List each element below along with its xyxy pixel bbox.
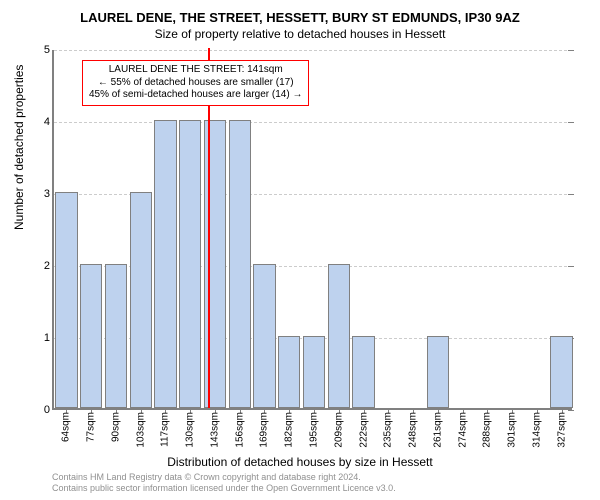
y-tick-label: 2 [32, 260, 54, 272]
x-tick-label: 222sqm [358, 408, 369, 448]
bar [80, 264, 102, 408]
y-tick-mark [568, 122, 574, 123]
bar [179, 120, 201, 408]
x-tick-label: 314sqm [531, 408, 542, 448]
x-tick-label: 77sqm [86, 408, 97, 442]
x-tick-label: 117sqm [160, 408, 171, 447]
x-tick-label: 103sqm [135, 408, 146, 448]
bar [105, 264, 127, 408]
y-axis-label: Number of detached properties [12, 65, 26, 230]
annotation-line3: 45% of semi-detached houses are larger (… [89, 89, 302, 102]
x-tick-label: 182sqm [284, 408, 295, 448]
bar [352, 336, 374, 408]
bar [229, 120, 251, 408]
x-tick-label: 288sqm [482, 408, 493, 448]
y-tick-mark [568, 410, 574, 411]
bar [55, 192, 77, 408]
x-tick-label: 64sqm [61, 408, 72, 442]
bar [204, 120, 226, 408]
chart-area: 01234564sqm77sqm90sqm103sqm117sqm130sqm1… [52, 50, 572, 410]
x-tick-label: 169sqm [259, 408, 270, 448]
x-tick-label: 274sqm [457, 408, 468, 448]
x-axis-label: Distribution of detached houses by size … [0, 455, 600, 469]
annotation-line1: LAUREL DENE THE STREET: 141sqm [89, 64, 302, 77]
bar [154, 120, 176, 408]
y-tick-mark [568, 50, 574, 51]
x-tick-label: 235sqm [383, 408, 394, 448]
x-tick-label: 130sqm [185, 408, 196, 448]
annotation-line2: ← 55% of detached houses are smaller (17… [89, 77, 302, 90]
bar [130, 192, 152, 408]
x-tick-label: 195sqm [309, 408, 320, 448]
gridline [54, 50, 572, 51]
x-tick-label: 209sqm [333, 408, 344, 448]
y-tick-label: 5 [32, 44, 54, 56]
x-tick-label: 301sqm [507, 408, 518, 448]
x-tick-label: 248sqm [408, 408, 419, 448]
x-tick-label: 143sqm [209, 408, 220, 448]
bar [303, 336, 325, 408]
x-tick-label: 156sqm [234, 408, 245, 448]
annotation-box: LAUREL DENE THE STREET: 141sqm ← 55% of … [82, 60, 309, 106]
x-tick-label: 90sqm [110, 408, 121, 442]
x-tick-label: 261sqm [432, 408, 443, 448]
y-tick-label: 1 [32, 332, 54, 344]
bar [550, 336, 572, 408]
x-tick-label: 327sqm [556, 408, 567, 448]
page-title: LAUREL DENE, THE STREET, HESSETT, BURY S… [0, 0, 600, 25]
bar [278, 336, 300, 408]
y-tick-mark [568, 266, 574, 267]
footer: Contains HM Land Registry data © Crown c… [52, 472, 396, 494]
y-tick-mark [568, 194, 574, 195]
bar [427, 336, 449, 408]
footer-line1: Contains HM Land Registry data © Crown c… [52, 472, 396, 483]
bar [328, 264, 350, 408]
y-tick-label: 3 [32, 188, 54, 200]
y-tick-label: 0 [32, 404, 54, 416]
gridline [54, 122, 572, 123]
bar [253, 264, 275, 408]
page-subtitle: Size of property relative to detached ho… [0, 25, 600, 41]
footer-line2: Contains public sector information licen… [52, 483, 396, 494]
y-tick-label: 4 [32, 116, 54, 128]
